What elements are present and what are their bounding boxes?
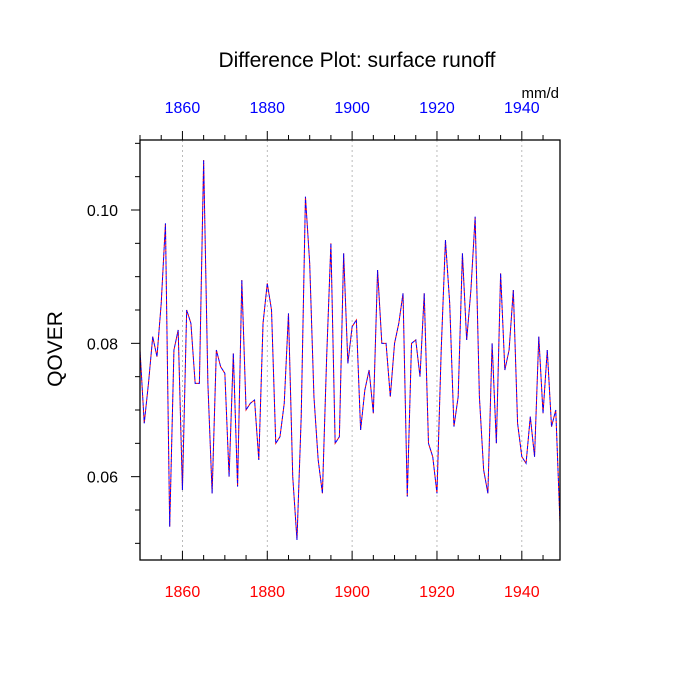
units-label: mm/d [522, 85, 560, 102]
y-axis-label: QOVER [44, 311, 67, 387]
y-tick-label-0.1: 0.10 [87, 203, 118, 220]
grid-lines [182, 140, 523, 560]
x-tick-label-top-1940: 1940 [504, 100, 540, 117]
x-tick-label-bottom-1880: 1880 [249, 584, 285, 601]
x-tick-label-bottom-1860: 1860 [165, 584, 201, 601]
tick-labels: 1860 1860 1880 1880 1900 1900 1920 1920 1940 1940… [87, 100, 540, 601]
x-tick-label-bottom-1900: 1900 [334, 584, 370, 601]
chart-title: Difference Plot: surface runoff [218, 49, 495, 72]
axis-ticks [131, 131, 544, 560]
x-tick-label-top-1920: 1920 [419, 100, 455, 117]
x-tick-label-bottom-1920: 1920 [419, 584, 455, 601]
y-tick-label-0.08: 0.08 [87, 336, 118, 353]
x-tick-label-top-1860: 1860 [165, 100, 201, 117]
y-tick-label-0.06: 0.06 [87, 470, 118, 487]
plot-frame [139, 139, 561, 561]
x-tick-label-top-1880: 1880 [249, 100, 285, 117]
x-tick-label-bottom-1940: 1940 [504, 584, 540, 601]
x-tick-label-top-1900: 1900 [334, 100, 370, 117]
series-line-2 [139, 159, 561, 541]
series-layer [139, 159, 561, 541]
